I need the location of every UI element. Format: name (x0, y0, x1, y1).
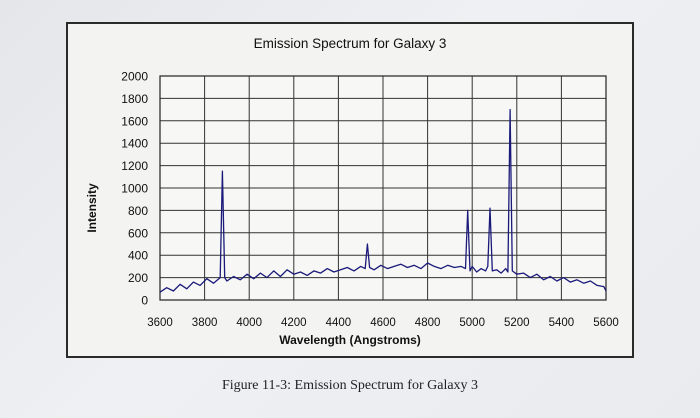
x-tick-label: 4200 (281, 317, 307, 329)
chart-title: Emission Spectrum for Galaxy 3 (254, 36, 447, 51)
x-tick-label: 5400 (549, 317, 575, 329)
x-tick-label: 3600 (147, 317, 173, 329)
x-tick-label: 5200 (504, 317, 530, 329)
y-tick-label: 1800 (121, 92, 148, 106)
y-tick-label: 800 (128, 204, 148, 218)
figure-caption: Figure 11-3: Emission Spectrum for Galax… (221, 378, 479, 393)
emission-spectrum-chart: Emission Spectrum for Galaxy 3 0 200 400 60… (85, 36, 619, 347)
y-tick-label: 1400 (121, 137, 148, 151)
y-tick-label: 1000 (121, 182, 148, 196)
x-tick-label: 4600 (370, 317, 396, 329)
x-tick-label: 5000 (459, 317, 485, 329)
x-tick-label: 5600 (593, 317, 619, 329)
y-tick-label: 0 (141, 294, 148, 308)
y-axis-label: Intensity (85, 183, 99, 233)
y-tick-label: 2000 (121, 70, 148, 84)
plot-area: 0 200 400 600 800 1000 1200 1400 1600 1800 2000 360… (121, 70, 619, 330)
x-tick-label: 4000 (236, 317, 262, 329)
y-tick-label: 200 (128, 271, 148, 285)
chart-frame: Emission Spectrum for Galaxy 3 0 200 400 60… (66, 22, 634, 358)
x-tick-label: 4800 (415, 317, 441, 329)
x-tick-label: 4400 (326, 317, 352, 329)
x-axis-label: Wavelength (Angstroms) (279, 333, 421, 347)
series-line (159, 108, 607, 293)
x-tick-label: 3800 (192, 317, 218, 329)
plot-border (159, 75, 607, 301)
y-tick-label: 1200 (121, 159, 148, 173)
y-tick-label: 600 (128, 226, 148, 240)
y-tick-label: 1600 (121, 114, 148, 128)
y-tick-label: 400 (128, 249, 148, 263)
